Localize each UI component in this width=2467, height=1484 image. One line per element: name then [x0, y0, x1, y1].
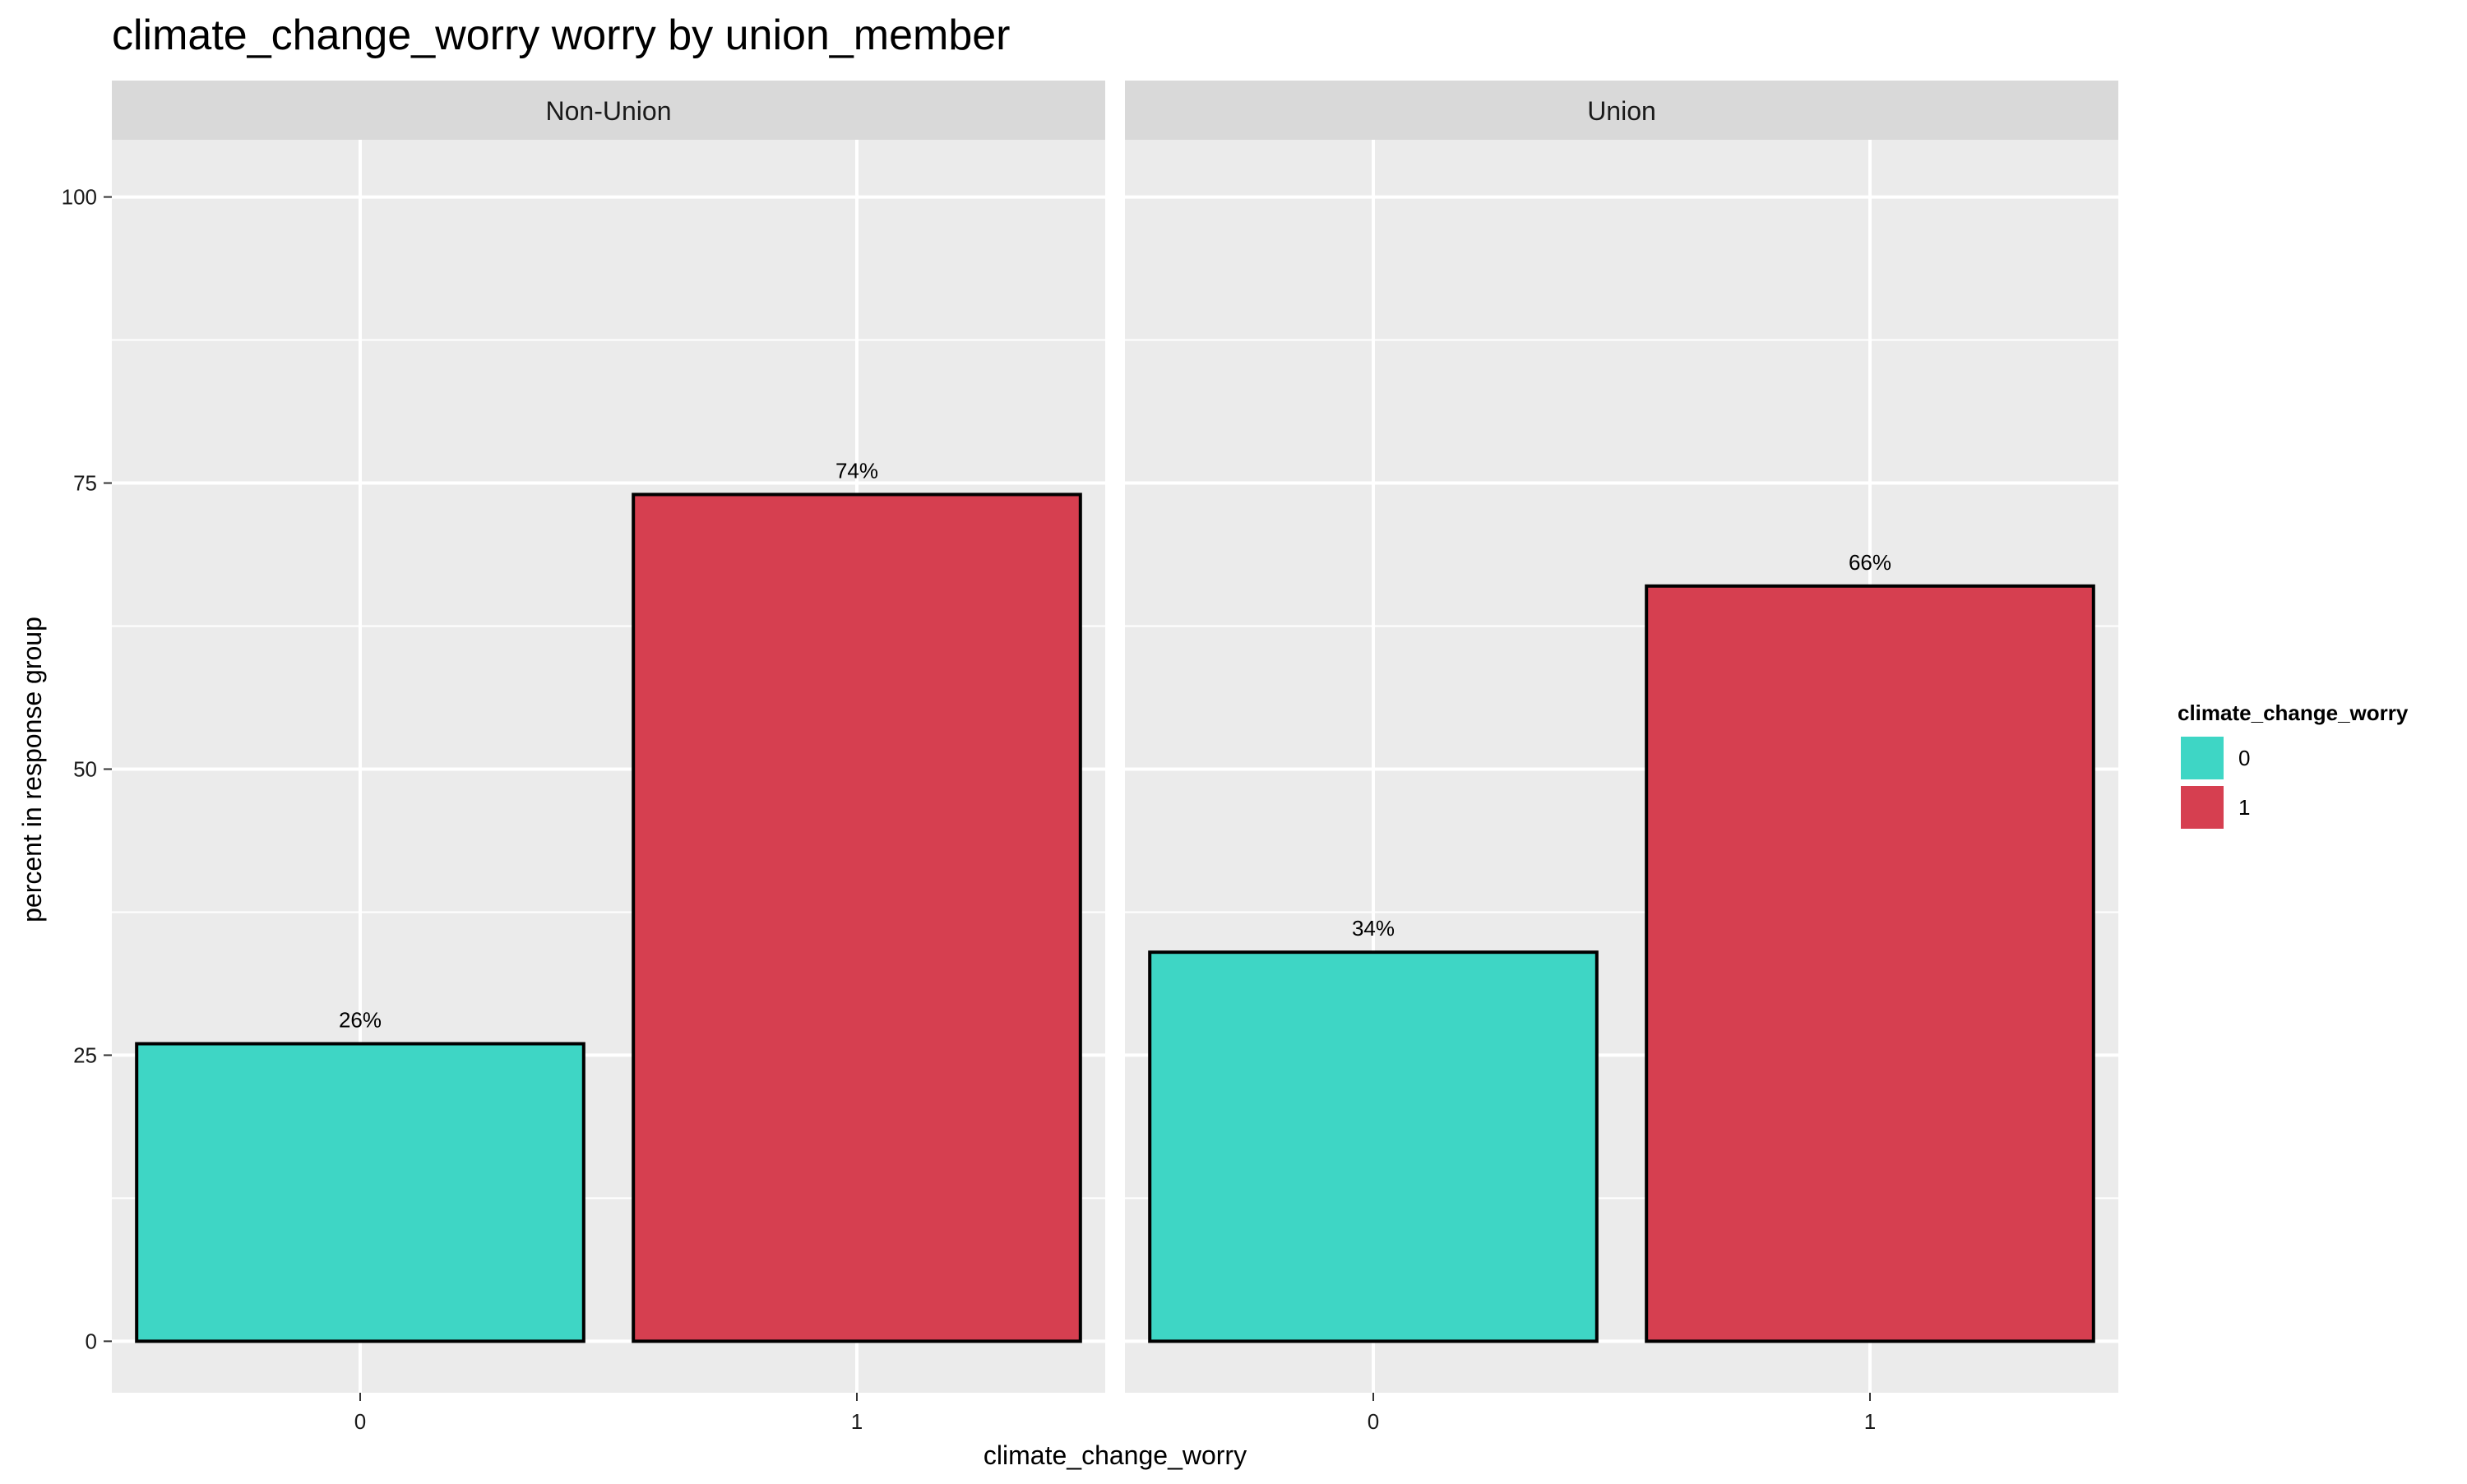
x-tick-label: 0 [1368, 1409, 1379, 1434]
facet-strip [112, 81, 1105, 140]
legend-title: climate_change_worry [2178, 700, 2409, 725]
chart-title: climate_change_worry worry by union_memb… [112, 12, 1010, 59]
y-tick-label: 0 [86, 1329, 97, 1353]
facet-panel: Non-Union 26% 74% 0 1 [112, 81, 1105, 1434]
bar [632, 492, 1082, 1343]
legend: climate_change_worry 01 [2178, 700, 2409, 829]
y-tick-label: 75 [73, 471, 97, 496]
y-tick-label: 25 [73, 1042, 97, 1067]
legend-label: 0 [2238, 746, 2250, 770]
bar-value-label: 34% [1352, 916, 1395, 941]
y-tick-label: 50 [73, 756, 97, 781]
x-tick-label: 0 [354, 1409, 366, 1434]
y-tick-label: 100 [62, 185, 97, 210]
x-axis-label: climate_change_worry [984, 1440, 1247, 1470]
x-tick-label: 1 [1864, 1409, 1876, 1434]
bar [135, 1042, 586, 1343]
legend-swatch [2181, 786, 2224, 829]
bar-value-label: 74% [835, 458, 878, 483]
facet-strip-label: Non-Union [546, 96, 672, 126]
bar-value-label: 26% [339, 1008, 382, 1033]
legend-entries: 01 [2181, 737, 2250, 829]
bar [1148, 950, 1599, 1343]
legend-label: 1 [2238, 795, 2250, 820]
facet-strip [1125, 81, 2118, 140]
facet-panel: Union 34% 66% 0 1 [1125, 81, 2118, 1434]
facet-panels: Non-Union 26% 74% 0 1 Union 34% 66% 0 1 0 25 50 75 100 [62, 81, 2118, 1434]
bar [1645, 584, 2095, 1343]
y-axis: 0 25 50 75 100 [62, 185, 112, 1353]
x-tick-label: 1 [851, 1409, 863, 1434]
bar-value-label: 66% [1849, 550, 1891, 575]
y-axis-label: percent in response group [17, 617, 47, 922]
legend-swatch [2181, 737, 2224, 779]
facet-strip-label: Union [1587, 96, 1656, 126]
